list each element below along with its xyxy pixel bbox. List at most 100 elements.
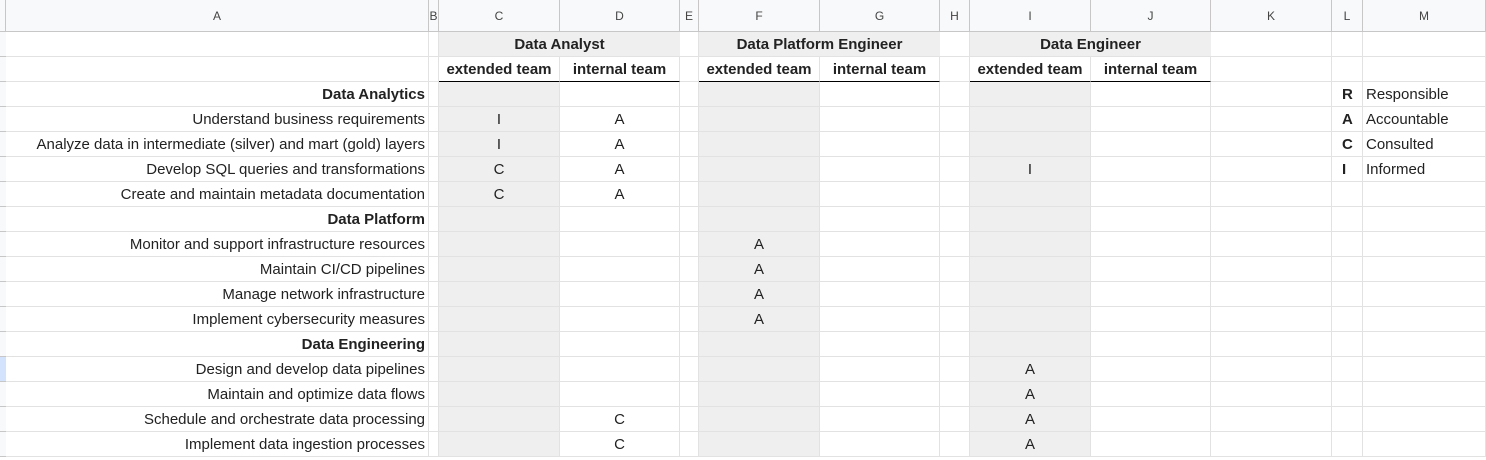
cell[interactable]: [940, 157, 970, 182]
cell[interactable]: [699, 182, 820, 207]
cell[interactable]: [429, 307, 439, 332]
cell[interactable]: [1091, 157, 1211, 182]
cell[interactable]: [680, 132, 699, 157]
cell[interactable]: [680, 382, 699, 407]
cell[interactable]: [1091, 232, 1211, 257]
row-header[interactable]: [0, 307, 6, 332]
cell[interactable]: [970, 182, 1091, 207]
raci-value[interactable]: I: [970, 157, 1091, 182]
cell[interactable]: [820, 332, 940, 357]
cell[interactable]: [820, 207, 940, 232]
cell[interactable]: [680, 182, 699, 207]
cell[interactable]: [940, 332, 970, 357]
cell[interactable]: [940, 82, 970, 107]
cell[interactable]: [970, 282, 1091, 307]
cell[interactable]: [940, 207, 970, 232]
cell[interactable]: [699, 157, 820, 182]
section-heading[interactable]: Data Analytics: [6, 82, 429, 107]
cell[interactable]: [680, 432, 699, 457]
cell[interactable]: [429, 282, 439, 307]
column-header-a[interactable]: A: [6, 0, 429, 32]
cell[interactable]: [940, 57, 970, 82]
team-subheader[interactable]: extended team: [439, 57, 560, 82]
cell[interactable]: [1091, 357, 1211, 382]
raci-value[interactable]: A: [560, 182, 680, 207]
cell[interactable]: [1091, 382, 1211, 407]
cell[interactable]: [699, 432, 820, 457]
row-header[interactable]: [0, 157, 6, 182]
cell[interactable]: [680, 282, 699, 307]
cell[interactable]: [699, 382, 820, 407]
cell[interactable]: [6, 57, 429, 82]
cell[interactable]: [429, 107, 439, 132]
cell[interactable]: [940, 107, 970, 132]
row-header[interactable]: [0, 182, 6, 207]
raci-value[interactable]: A: [970, 382, 1091, 407]
cell[interactable]: [940, 182, 970, 207]
cell[interactable]: [940, 307, 970, 332]
cell[interactable]: [820, 382, 940, 407]
role-group-header[interactable]: Data Platform Engineer: [699, 32, 940, 57]
cell[interactable]: [680, 82, 699, 107]
cell[interactable]: [429, 232, 439, 257]
row-header[interactable]: [0, 207, 6, 232]
raci-value[interactable]: A: [699, 307, 820, 332]
cell[interactable]: [1332, 332, 1363, 357]
cell[interactable]: [1091, 132, 1211, 157]
cell[interactable]: [970, 82, 1091, 107]
cell[interactable]: [680, 257, 699, 282]
cell[interactable]: [1363, 207, 1486, 232]
raci-value[interactable]: A: [560, 107, 680, 132]
cell[interactable]: [1332, 207, 1363, 232]
cell[interactable]: [1332, 232, 1363, 257]
section-heading[interactable]: Data Platform: [6, 207, 429, 232]
raci-value[interactable]: A: [699, 282, 820, 307]
cell[interactable]: [560, 357, 680, 382]
raci-value[interactable]: C: [439, 182, 560, 207]
cell[interactable]: [1363, 382, 1486, 407]
cell[interactable]: [439, 407, 560, 432]
cell[interactable]: [439, 282, 560, 307]
cell[interactable]: [560, 332, 680, 357]
cell[interactable]: [820, 432, 940, 457]
cell[interactable]: [1091, 107, 1211, 132]
raci-value[interactable]: I: [439, 132, 560, 157]
raci-value[interactable]: A: [699, 257, 820, 282]
cell[interactable]: [1211, 132, 1332, 157]
cell[interactable]: [560, 232, 680, 257]
cell[interactable]: [1211, 407, 1332, 432]
cell[interactable]: [1211, 207, 1332, 232]
row-header[interactable]: [0, 382, 6, 407]
row-header[interactable]: [0, 332, 6, 357]
cell[interactable]: [1211, 282, 1332, 307]
cell[interactable]: [1211, 182, 1332, 207]
cell[interactable]: [970, 232, 1091, 257]
cell[interactable]: [820, 232, 940, 257]
cell[interactable]: [560, 207, 680, 232]
raci-value[interactable]: A: [560, 132, 680, 157]
task-label[interactable]: Manage network infrastructure: [6, 282, 429, 307]
row-header[interactable]: [0, 82, 6, 107]
raci-value[interactable]: A: [970, 407, 1091, 432]
cell[interactable]: [940, 382, 970, 407]
cell[interactable]: [429, 182, 439, 207]
cell[interactable]: [1363, 282, 1486, 307]
column-header-j[interactable]: J: [1091, 0, 1211, 32]
section-heading[interactable]: Data Engineering: [6, 332, 429, 357]
cell[interactable]: [1091, 282, 1211, 307]
cell[interactable]: [820, 307, 940, 332]
row-header[interactable]: [0, 357, 6, 382]
cell[interactable]: [820, 107, 940, 132]
cell[interactable]: [680, 357, 699, 382]
cell[interactable]: [1363, 332, 1486, 357]
cell[interactable]: [1332, 257, 1363, 282]
column-header-c[interactable]: C: [439, 0, 560, 32]
cell[interactable]: [560, 307, 680, 332]
cell[interactable]: [429, 407, 439, 432]
cell[interactable]: [1211, 307, 1332, 332]
cell[interactable]: [680, 32, 699, 57]
task-label[interactable]: Understand business requirements: [6, 107, 429, 132]
legend-key[interactable]: C: [1332, 132, 1363, 157]
legend-label[interactable]: Responsible: [1363, 82, 1486, 107]
column-header-i[interactable]: I: [970, 0, 1091, 32]
